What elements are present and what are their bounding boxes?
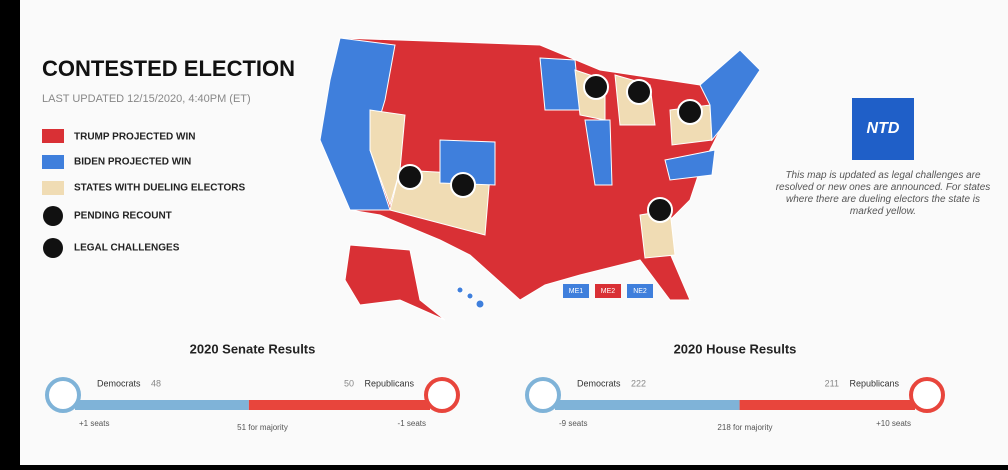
rep-badge xyxy=(424,377,460,413)
dem-change: -9 seats xyxy=(559,419,587,428)
majority: 218 for majority xyxy=(717,423,772,432)
rep-label: Republicans xyxy=(364,378,414,388)
updated: LAST UPDATED 12/15/2020, 4:40PM (ET) xyxy=(42,93,251,105)
recount-icons xyxy=(397,74,703,223)
legend-label: LEGAL CHALLENGES xyxy=(74,243,180,254)
results-title: 2020 House Results xyxy=(674,341,797,356)
district-box xyxy=(563,284,589,298)
dem-seats: 48 xyxy=(151,378,161,388)
district-label: NE2 xyxy=(633,288,647,295)
dem-bar xyxy=(555,400,740,410)
legend-label: TRUMP PROJECTED WIN xyxy=(74,132,196,143)
rep-seats: 211 xyxy=(825,378,839,388)
district-box xyxy=(595,284,621,298)
dem-label: Democrats xyxy=(577,378,621,388)
rep-bar xyxy=(739,400,915,410)
logo-text: NTD xyxy=(867,120,900,137)
dem-label: Democrats xyxy=(97,378,141,388)
dem-change: +1 seats xyxy=(79,419,109,428)
rep-change: -1 seats xyxy=(398,419,426,428)
dem-bar xyxy=(75,400,249,410)
title: CONTESTED ELECTION xyxy=(42,56,295,81)
us-map xyxy=(319,37,761,321)
district-box xyxy=(627,284,653,298)
note: This map is updated as legal challenges … xyxy=(775,170,991,217)
logo xyxy=(852,98,914,160)
legend-swatch xyxy=(42,129,64,143)
district-label: ME2 xyxy=(601,288,616,295)
rep-seats: 50 xyxy=(344,378,354,388)
dem-seats: 222 xyxy=(631,378,646,388)
graphic: CONTESTED ELECTION LAST UPDATED 12/15/20… xyxy=(42,37,945,432)
legend-swatch xyxy=(42,181,64,195)
legend-label: BIDEN PROJECTED WIN xyxy=(74,157,191,168)
legend-icon xyxy=(43,238,63,258)
rep-label: Republicans xyxy=(849,378,899,388)
legend-label: STATES WITH DUELING ELECTORS xyxy=(74,183,245,194)
legend-swatch xyxy=(42,155,64,169)
rep-bar xyxy=(248,400,430,410)
dem-badge xyxy=(45,377,81,413)
legend-label: PENDING RECOUNT xyxy=(74,211,172,222)
panel: CONTESTED ELECTION LAST UPDATED 12/15/20… xyxy=(20,0,1008,465)
legend-icon xyxy=(43,206,63,226)
district-label: ME1 xyxy=(569,288,584,295)
majority: 51 for majority xyxy=(237,423,288,432)
rep-badge xyxy=(909,377,945,413)
dem-badge xyxy=(525,377,561,413)
rep-change: +10 seats xyxy=(876,419,911,428)
results-title: 2020 Senate Results xyxy=(190,341,316,356)
